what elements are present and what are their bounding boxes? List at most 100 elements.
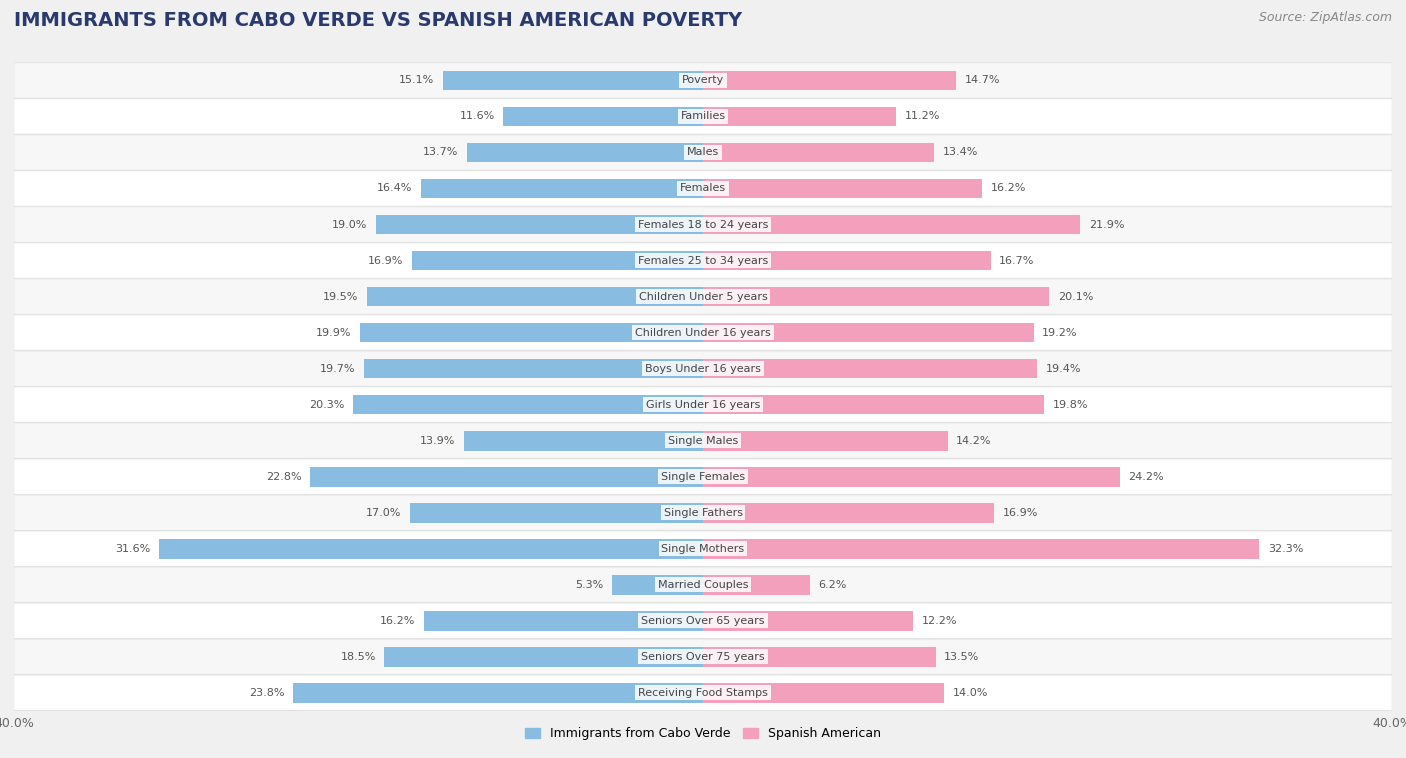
Text: 32.3%: 32.3% [1268, 543, 1303, 553]
Text: 19.2%: 19.2% [1042, 327, 1078, 337]
Text: Families: Families [681, 111, 725, 121]
Text: 16.9%: 16.9% [1002, 508, 1038, 518]
FancyBboxPatch shape [14, 603, 1392, 638]
Text: 19.7%: 19.7% [319, 364, 356, 374]
FancyBboxPatch shape [14, 387, 1392, 422]
Bar [367, 287, 703, 306]
Text: 11.2%: 11.2% [904, 111, 939, 121]
Bar [703, 287, 1049, 306]
Bar [703, 179, 981, 199]
Text: Married Couples: Married Couples [658, 580, 748, 590]
FancyBboxPatch shape [14, 279, 1392, 314]
Text: 22.8%: 22.8% [266, 471, 302, 481]
Text: 12.2%: 12.2% [922, 615, 957, 625]
FancyBboxPatch shape [14, 639, 1392, 675]
FancyBboxPatch shape [14, 171, 1392, 206]
Text: 11.6%: 11.6% [460, 111, 495, 121]
Bar [292, 683, 703, 703]
Bar [464, 431, 703, 450]
Bar [412, 251, 703, 271]
Bar [353, 395, 703, 415]
Bar [703, 611, 912, 631]
Text: Girls Under 16 years: Girls Under 16 years [645, 399, 761, 409]
Text: 16.7%: 16.7% [1000, 255, 1035, 265]
Bar [703, 70, 956, 90]
Bar [703, 323, 1033, 343]
Text: 20.3%: 20.3% [309, 399, 344, 409]
Text: Females 18 to 24 years: Females 18 to 24 years [638, 220, 768, 230]
FancyBboxPatch shape [14, 459, 1392, 494]
FancyBboxPatch shape [14, 675, 1392, 710]
Text: 19.5%: 19.5% [323, 292, 359, 302]
Text: 15.1%: 15.1% [399, 76, 434, 86]
Bar [703, 143, 934, 162]
Bar [411, 503, 703, 522]
Bar [159, 539, 703, 559]
FancyBboxPatch shape [14, 351, 1392, 387]
Text: Single Fathers: Single Fathers [664, 508, 742, 518]
Text: IMMIGRANTS FROM CABO VERDE VS SPANISH AMERICAN POVERTY: IMMIGRANTS FROM CABO VERDE VS SPANISH AM… [14, 11, 742, 30]
Bar [703, 539, 1260, 559]
Bar [360, 323, 703, 343]
Text: Poverty: Poverty [682, 76, 724, 86]
FancyBboxPatch shape [14, 423, 1392, 459]
Bar [443, 70, 703, 90]
FancyBboxPatch shape [14, 531, 1392, 566]
Text: Males: Males [688, 148, 718, 158]
Text: 20.1%: 20.1% [1057, 292, 1094, 302]
Bar [703, 683, 945, 703]
Bar [703, 215, 1080, 234]
Text: Single Mothers: Single Mothers [661, 543, 745, 553]
Bar [384, 647, 703, 666]
Text: 16.4%: 16.4% [377, 183, 412, 193]
Text: Boys Under 16 years: Boys Under 16 years [645, 364, 761, 374]
Text: 14.7%: 14.7% [965, 76, 1000, 86]
FancyBboxPatch shape [14, 315, 1392, 350]
Text: Receiving Food Stamps: Receiving Food Stamps [638, 688, 768, 697]
Text: 18.5%: 18.5% [340, 652, 375, 662]
Bar [703, 107, 896, 127]
Text: 14.0%: 14.0% [953, 688, 988, 697]
Bar [425, 611, 703, 631]
Bar [311, 467, 703, 487]
Text: 31.6%: 31.6% [115, 543, 150, 553]
Text: Females 25 to 34 years: Females 25 to 34 years [638, 255, 768, 265]
Bar [612, 575, 703, 594]
Text: Single Females: Single Females [661, 471, 745, 481]
Text: 13.7%: 13.7% [423, 148, 458, 158]
Bar [503, 107, 703, 127]
Bar [364, 359, 703, 378]
Text: 13.5%: 13.5% [945, 652, 980, 662]
Bar [375, 215, 703, 234]
Text: 19.9%: 19.9% [316, 327, 352, 337]
Text: 13.9%: 13.9% [419, 436, 456, 446]
Text: 19.8%: 19.8% [1053, 399, 1088, 409]
Text: Children Under 16 years: Children Under 16 years [636, 327, 770, 337]
Text: 14.2%: 14.2% [956, 436, 991, 446]
Bar [703, 467, 1119, 487]
Text: 6.2%: 6.2% [818, 580, 846, 590]
Text: Source: ZipAtlas.com: Source: ZipAtlas.com [1258, 11, 1392, 24]
Text: 19.4%: 19.4% [1046, 364, 1081, 374]
Bar [420, 179, 703, 199]
Bar [703, 575, 810, 594]
Text: 21.9%: 21.9% [1088, 220, 1125, 230]
Text: 13.4%: 13.4% [942, 148, 977, 158]
Bar [703, 503, 994, 522]
Text: 16.2%: 16.2% [991, 183, 1026, 193]
Bar [703, 431, 948, 450]
FancyBboxPatch shape [14, 567, 1392, 603]
Bar [703, 647, 935, 666]
FancyBboxPatch shape [14, 99, 1392, 134]
Text: 16.2%: 16.2% [380, 615, 415, 625]
Legend: Immigrants from Cabo Verde, Spanish American: Immigrants from Cabo Verde, Spanish Amer… [520, 722, 886, 745]
Bar [703, 359, 1038, 378]
FancyBboxPatch shape [14, 63, 1392, 98]
Bar [703, 251, 991, 271]
Bar [703, 395, 1045, 415]
Text: Seniors Over 65 years: Seniors Over 65 years [641, 615, 765, 625]
Text: 16.9%: 16.9% [368, 255, 404, 265]
Text: Females: Females [681, 183, 725, 193]
Text: 19.0%: 19.0% [332, 220, 367, 230]
Text: 17.0%: 17.0% [366, 508, 402, 518]
